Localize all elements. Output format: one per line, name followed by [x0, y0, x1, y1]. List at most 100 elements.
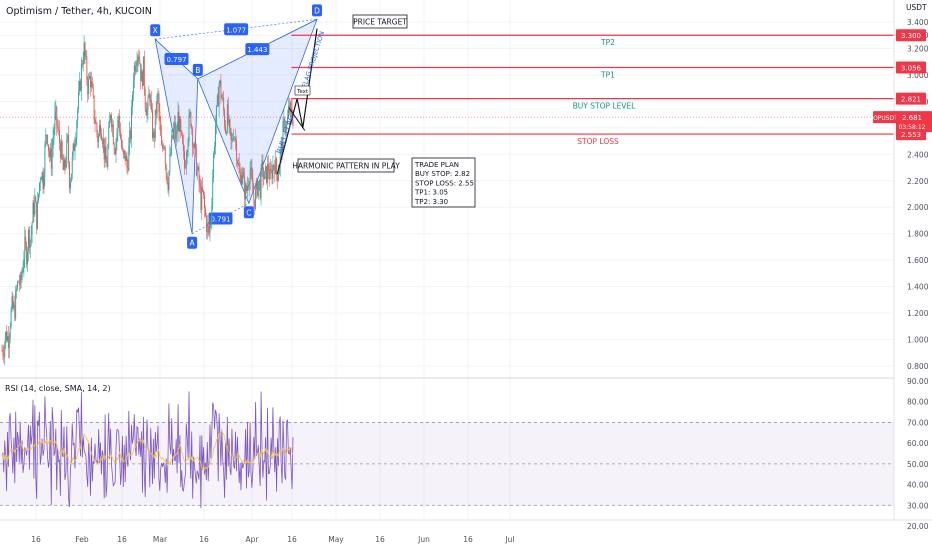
- candle-body: [251, 167, 253, 180]
- candle-body: [232, 138, 234, 140]
- candle-body: [263, 177, 265, 180]
- time-tick-label: 16: [375, 535, 385, 544]
- price-axis[interactable]: 3.4003.3003.2003.0002.8002.6002.4002.200…: [907, 18, 929, 371]
- pattern-point-b: [192, 63, 203, 76]
- candle-body: [239, 172, 241, 176]
- candle-body: [54, 111, 56, 130]
- candle-body: [203, 190, 205, 196]
- candle-body: [173, 122, 175, 129]
- candle-body: [105, 146, 107, 163]
- candle-body: [226, 104, 228, 133]
- candle-body: [153, 131, 155, 139]
- candle-body: [223, 97, 225, 111]
- candle-body: [152, 110, 153, 138]
- candle-body: [280, 142, 282, 154]
- candle-body: [20, 275, 22, 280]
- candle-body: [240, 175, 242, 184]
- time-tick-label: Feb: [75, 535, 89, 544]
- candle-body: [30, 234, 32, 241]
- candle-body: [107, 147, 109, 168]
- candle-body: [100, 124, 101, 135]
- candle-body: [124, 150, 126, 161]
- candle-body: [246, 185, 248, 192]
- candle-body: [217, 95, 219, 107]
- annotations[interactable]: PRICE TARGET HARMONIC PATTERN IN PLAY Text…: [292, 14, 476, 208]
- rsi-tick-label: 70.00: [907, 418, 929, 427]
- trade-plan-box: [411, 157, 476, 208]
- price-tick-label: 1.800: [907, 230, 929, 239]
- candle-body: [206, 223, 208, 232]
- candle-body: [165, 164, 167, 174]
- candle-body: [3, 354, 5, 357]
- candle-body: [277, 174, 278, 181]
- price-target-box: [352, 14, 408, 29]
- price-tick-label: 0.800: [907, 362, 929, 371]
- candle-body: [274, 166, 276, 174]
- candle-body: [257, 181, 259, 196]
- candle-body: [278, 168, 280, 175]
- rsi-tick-label: 30.00: [907, 501, 929, 510]
- level-price-tag: [896, 61, 926, 74]
- candle-body: [220, 80, 222, 98]
- candle-body: [21, 272, 23, 280]
- candle-body: [162, 144, 164, 149]
- candle-body: [138, 56, 140, 60]
- candle-body: [17, 282, 18, 290]
- candle-body: [62, 157, 64, 171]
- candle-body: [18, 281, 20, 286]
- candle-body: [160, 122, 162, 136]
- symbol-tag-text: OPUSDT: [873, 115, 898, 122]
- candle-body: [98, 135, 100, 143]
- rsi-axis[interactable]: 90.00 80.00 70.00 60.00 50.00 40.00 30.00 20.00: [907, 377, 929, 531]
- candle-body: [119, 115, 121, 132]
- candle-body: [75, 137, 77, 145]
- rsi-ma-line: [1, 429, 294, 471]
- candle-body: [96, 123, 98, 133]
- candle-body: [259, 179, 261, 199]
- candle-body: [144, 89, 146, 107]
- pattern-point-c: [243, 206, 254, 219]
- candle-body: [128, 145, 130, 171]
- candle-body: [219, 80, 221, 84]
- price-tick-label: 1.200: [907, 309, 929, 318]
- candle-body: [287, 105, 289, 118]
- candle-body: [260, 167, 262, 199]
- candle-body: [215, 105, 217, 126]
- candle-body: [4, 343, 6, 357]
- candle-body: [152, 131, 154, 138]
- level-label: TP1: [600, 71, 615, 80]
- time-tick-label: Jul: [504, 535, 514, 544]
- candle-body: [287, 117, 288, 124]
- candle-body: [15, 290, 17, 319]
- candle-body: [200, 186, 202, 210]
- flag-projection-line: [276, 28, 318, 175]
- candle-body: [139, 59, 141, 64]
- candle-body: [210, 220, 212, 223]
- candle-body: [285, 129, 287, 131]
- price-tick-label: 1.400: [907, 283, 929, 292]
- candle-body: [97, 132, 99, 143]
- trade-levels[interactable]: TP2 TP1 BUY STOP LEVEL STOP LOSS: [291, 34, 894, 146]
- candle-body: [106, 162, 108, 168]
- candle-body: [7, 335, 8, 341]
- current-price-tag-text: 2.681: [902, 114, 922, 122]
- rsi-band-lines: [0, 422, 894, 506]
- candle-body: [60, 141, 62, 159]
- level-label: STOP LOSS: [577, 137, 619, 146]
- candle-body: [185, 158, 187, 168]
- time-tick-label: 16: [31, 535, 41, 544]
- rsi-tick-label: 20.00: [907, 522, 929, 531]
- candle-body: [36, 202, 38, 229]
- time-tick-label: Mar: [153, 535, 168, 544]
- candle-body: [44, 144, 46, 177]
- rsi-tick-label: 80.00: [907, 398, 929, 407]
- candle-body: [136, 61, 138, 66]
- candle-body: [17, 281, 19, 283]
- candle-body: [57, 125, 59, 129]
- pattern-point-label: A: [190, 239, 196, 248]
- candle-body: [1, 350, 3, 351]
- time-axis[interactable]: 16 Feb 16 Mar 16 Apr 16 May 16 Jun 16 Jul: [31, 535, 514, 544]
- candle-body: [182, 133, 184, 144]
- candle-body: [227, 104, 229, 124]
